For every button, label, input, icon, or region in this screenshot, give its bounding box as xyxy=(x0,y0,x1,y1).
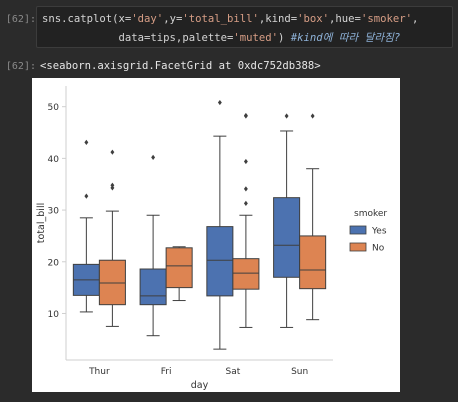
code-token: ) xyxy=(278,32,291,44)
outlier-point xyxy=(243,112,248,119)
x-tick-label: Sat xyxy=(225,367,240,377)
outlier-point xyxy=(284,113,289,119)
outlier-point xyxy=(151,154,156,160)
box-no xyxy=(98,259,126,306)
boxplot-chart: 10 20 30 40 50 Thur Fri Sat Sun day total_bill smok… xyxy=(36,86,387,391)
box-yes xyxy=(273,197,301,278)
outlier-point xyxy=(243,158,248,165)
code-token: , xyxy=(411,13,419,25)
code-string: 'total_bill' xyxy=(182,13,259,25)
code-line-1: sns.catplot(x='day',y='total_bill',kind=… xyxy=(42,13,418,25)
outlier-point xyxy=(217,99,222,106)
outlier-point xyxy=(110,182,115,188)
code-string: 'smoker' xyxy=(360,13,412,25)
code-token: ,hue= xyxy=(329,13,361,25)
x-tick-label: Thur xyxy=(88,367,110,377)
y-tick-label: 20 xyxy=(48,258,60,268)
x-tick-label: Sun xyxy=(291,367,308,377)
legend-label-no: No xyxy=(372,244,385,254)
outlier-point xyxy=(84,139,89,145)
code-string: 'day' xyxy=(131,13,164,25)
code-comment: #kind에 따라 달라짐? xyxy=(290,32,401,44)
outlier-point xyxy=(84,193,89,199)
outlier-point xyxy=(243,200,248,206)
code-token: ,y= xyxy=(163,13,183,25)
box-no xyxy=(232,258,260,290)
y-axis-label: total_bill xyxy=(36,203,47,243)
code-line-2: data=tips,palette='muted') #kind에 따라 달라짐… xyxy=(42,30,401,45)
input-prompt: [62]: xyxy=(5,14,36,25)
output-repr: <seaborn.axisgrid.FacetGrid at 0xdc752db… xyxy=(40,60,321,72)
x-tick-label: Fri xyxy=(161,367,172,377)
box-yes xyxy=(139,268,167,306)
y-tick-label: 10 xyxy=(48,310,60,320)
y-tick-label: 40 xyxy=(48,155,60,165)
legend-swatch-yes xyxy=(349,225,367,235)
code-token: data=tips,palette= xyxy=(42,32,234,44)
legend-label-yes: Yes xyxy=(371,227,387,237)
output-prompt: [62]: xyxy=(5,61,36,72)
code-string: 'muted' xyxy=(233,32,278,44)
box-no xyxy=(165,247,193,289)
code-token: sns.catplot(x= xyxy=(42,13,132,25)
box-no xyxy=(299,235,327,290)
legend-title: smoker xyxy=(354,209,387,219)
code-token: ,kind= xyxy=(258,13,298,25)
y-tick-label: 30 xyxy=(48,207,60,217)
legend-swatch-no xyxy=(349,242,367,252)
y-tick-label: 50 xyxy=(48,103,60,113)
code-cell[interactable]: sns.catplot(x='day',y='total_bill',kind=… xyxy=(36,6,453,48)
outlier-point xyxy=(110,149,115,155)
chart-area: 10 20 30 40 50 Thur Fri Sat Sun day total_bill smok… xyxy=(32,78,400,392)
outlier-point xyxy=(243,186,248,192)
box-yes xyxy=(206,226,234,297)
x-axis-label: day xyxy=(191,380,209,391)
outlier-point xyxy=(310,113,315,119)
code-string: 'box' xyxy=(297,13,330,25)
